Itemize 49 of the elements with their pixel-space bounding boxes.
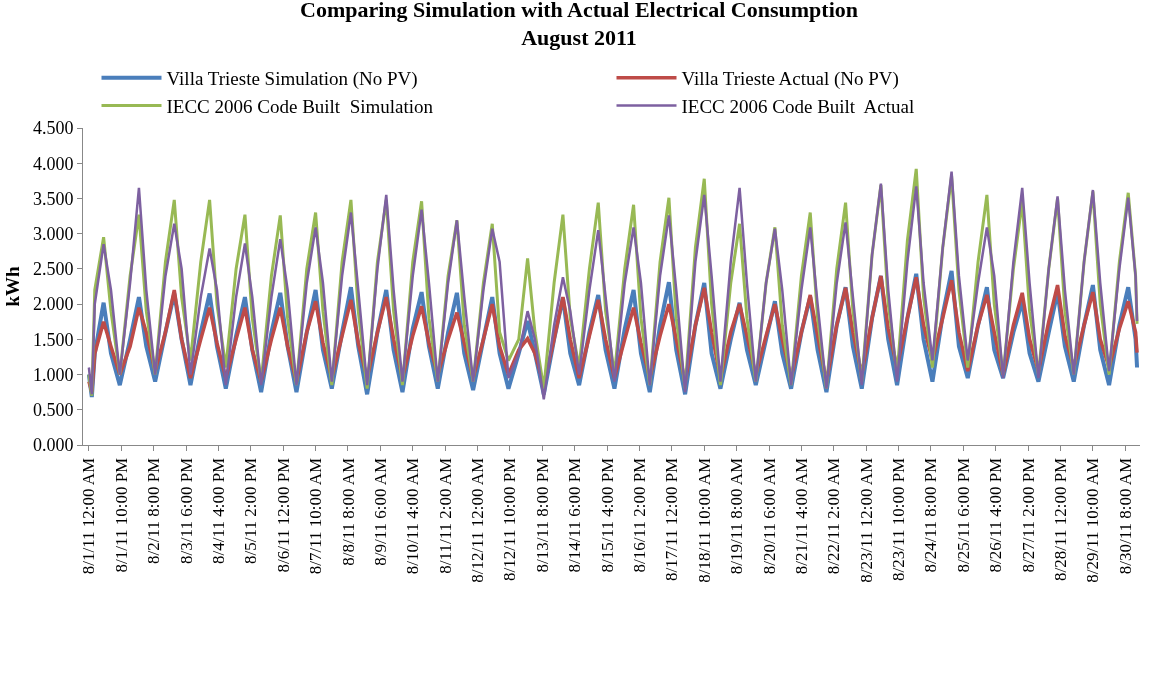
x-tick-label: 8/17/11 12:00 PM [662,457,682,581]
y-tick-label: 3.500 [32,188,74,209]
x-tick-label: 8/25/11 6:00 PM [953,457,973,573]
x-tick-label: 8/7/11 10:00 AM [306,457,326,575]
x-tick-label: 8/26/11 4:00 PM [986,457,1006,573]
x-tick-label: 8/11/11 2:00 AM [435,457,455,574]
x-tick-label: 8/22/11 2:00 AM [824,457,844,575]
x-tick-label: 8/8/11 8:00 AM [338,457,358,566]
x-tick-label: 8/9/11 6:00 AM [370,457,390,566]
legend-label: Villa Trieste Actual (No PV) [681,68,899,91]
x-tick-label: 8/14/11 6:00 PM [565,457,585,573]
chart-title: Comparing Simulation with Actual Electrical Consumption August 2011 [300,0,858,51]
y-tick-label: 4.000 [32,153,74,174]
y-axis-title: kWh [1,266,23,307]
x-tick-label: 8/23/11 12:00 AM [856,457,876,583]
y-tick-label: 1.500 [32,329,74,350]
x-tick-label: 8/15/11 4:00 PM [597,457,617,573]
x-tick-label: 8/16/11 2:00 PM [629,457,649,573]
x-tick-label: 8/2/11 8:00 PM [144,457,164,564]
y-tick-label: 1.000 [32,364,74,385]
x-tick-label: 8/5/11 2:00 PM [241,457,261,564]
x-tick-label: 8/23/11 10:00 PM [889,457,909,581]
y-tick-label: 2.500 [32,259,74,280]
x-tick-label: 8/24/11 8:00 PM [921,457,941,573]
x-tick-label: 8/18/11 10:00 AM [694,457,714,583]
x-tick-label: 8/12/11 12:00 AM [468,457,488,583]
x-tick-label: 8/19/11 8:00 AM [727,457,747,575]
y-tick-label: 4.500 [32,118,74,139]
legend-label: Villa Trieste Simulation (No PV) [166,68,418,91]
legend-label: IECC 2006 Code Built Simulation [166,95,434,117]
legend-label: IECC 2006 Code Built Actual [681,95,915,117]
x-tick-label: 8/30/11 8:00 AM [1115,457,1135,575]
y-tick-label: 0.500 [32,400,74,421]
y-tick-label: 0.000 [32,435,74,456]
x-tick-label: 8/10/11 4:00 AM [403,457,423,575]
x-tick-label: 8/1/11 10:00 PM [111,457,131,573]
y-tick-label: 3.000 [32,223,74,244]
x-tick-label: 8/1/11 12:00 AM [79,457,99,575]
x-tick-label: 8/21/11 4:00 AM [791,457,811,575]
x-tick-label: 8/20/11 6:00 AM [759,457,779,575]
x-tick-label: 8/13/11 8:00 PM [532,457,552,573]
x-tick-label: 8/29/11 10:00 AM [1083,457,1103,583]
y-tick-label: 2.000 [32,294,74,315]
x-tick-label: 8/27/11 2:00 PM [1018,457,1038,573]
x-tick-label: 8/28/11 12:00 PM [1051,457,1071,581]
x-tick-label: 8/6/11 12:00 PM [273,457,293,573]
x-tick-label: 8/4/11 4:00 PM [208,457,228,564]
x-tick-label: 8/3/11 6:00 PM [176,457,196,564]
x-tick-label: 8/12/11 10:00 PM [500,457,520,581]
